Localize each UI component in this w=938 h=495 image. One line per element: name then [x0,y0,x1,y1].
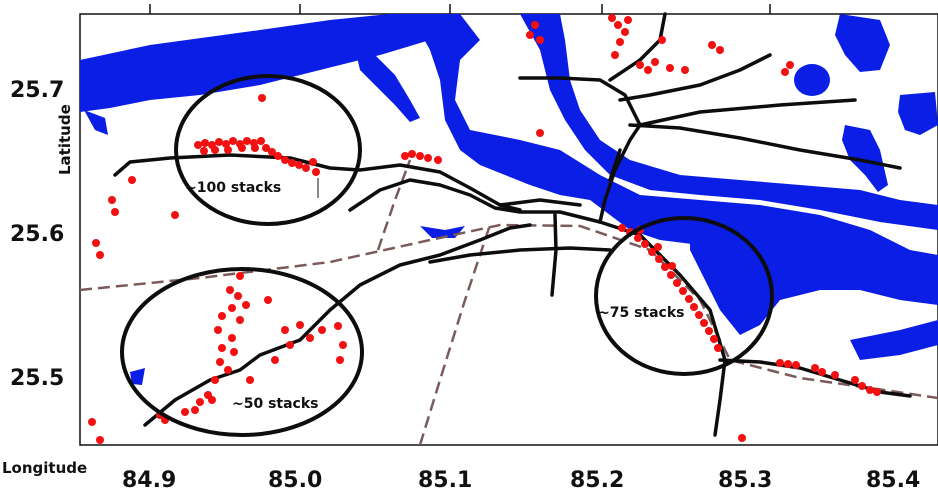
circle-east [594,216,774,376]
railway-lines [79,159,938,446]
lake-upper [355,48,420,122]
circle-nw [174,74,362,226]
road-network [113,12,912,437]
lake-northeast [835,14,890,72]
x-tick-label: 84.9 [122,468,176,493]
label-nw: ~100 stacks [185,180,281,196]
stack-cluster-sw [156,272,347,424]
stacks-north [526,14,794,76]
x-tick-label: 85.3 [718,468,772,493]
river-southeast [690,200,938,335]
brick-kiln-stacks [88,14,881,444]
stacks-southeast [738,359,881,442]
river-ganga-west [80,14,440,112]
y-tick-label: 25.7 [10,78,64,103]
small-water-southwest [130,368,145,385]
x-tick-label: 85.2 [570,468,624,493]
lake-mid-east [842,125,888,192]
annotation-labels: ~100 stacks ~50 stacks ~75 stacks [185,178,685,412]
x-tick-label: 85.4 [866,468,920,493]
pond-east [794,64,830,96]
water-bodies [80,14,938,385]
x-tick-label: 85.1 [418,468,472,493]
top-axis-ticks [149,4,771,14]
y-axis-ticks: 25.7 25.6 25.5 [10,78,64,391]
river-channel-north [410,14,938,300]
y-tick-label: 25.6 [10,222,64,247]
small-water-left [84,110,108,135]
x-axis-ticks: 84.9 85.0 85.1 85.2 85.3 85.4 [122,468,920,493]
stack-cluster-nw [194,137,320,176]
y-axis-title: Latitude [56,104,74,175]
channel-southeast-lower [850,320,938,360]
annotation-circles [120,74,774,437]
label-sw: ~50 stacks [232,396,319,412]
circle-sw [120,267,364,437]
x-tick-label: 85.0 [268,468,322,493]
y-tick-label: 25.5 [10,366,64,391]
x-axis-title: Longitude [2,459,87,477]
river-channel-middle [520,14,938,230]
stacks-scattered-west [88,94,544,444]
label-east: ~75 stacks [598,305,685,321]
lake-east [898,92,938,135]
